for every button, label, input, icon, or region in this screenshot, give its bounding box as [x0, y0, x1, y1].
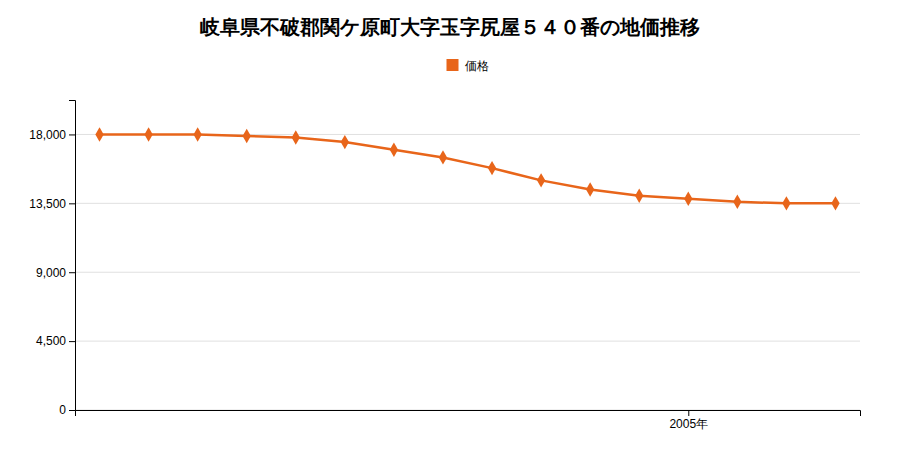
point: [586, 182, 594, 196]
y-tick-label: 13,500: [29, 197, 66, 211]
y-tick: 18,000: [29, 128, 75, 142]
point: [292, 130, 300, 144]
y-tick-mark: [69, 272, 75, 273]
legend-label: 価格: [465, 59, 489, 73]
point: [831, 196, 839, 210]
legend-swatch: [447, 59, 459, 71]
point: [684, 192, 692, 206]
point: [144, 127, 152, 141]
title: 岐阜県不破郡関ケ原町大字玉字尻屋５４０番の地価推移: [200, 15, 700, 39]
plot-area: 2005年 0 4,500 9,000 13,500 18,000: [29, 101, 860, 431]
y-tick-label: 9,000: [36, 266, 66, 280]
y-tick: 9,000: [36, 266, 75, 280]
legend-item: 価格: [447, 59, 489, 73]
y-tick: 4,500: [36, 334, 75, 348]
grid-line: [75, 341, 860, 342]
chart: 2005年 0 4,500 9,000 13,500 18,000 岐阜県不破郡関ケ原町大字…: [0, 0, 900, 450]
point: [733, 195, 741, 209]
y-axis-line: [69, 101, 76, 411]
point: [390, 143, 398, 157]
point: [95, 127, 103, 141]
y-tick-label: 4,500: [36, 334, 66, 348]
y-tick-mark: [69, 134, 75, 135]
grid: [75, 134, 860, 410]
y-tick: 13,500: [29, 197, 75, 211]
y-tick-label: 18,000: [29, 128, 66, 142]
point: [537, 173, 545, 187]
grid-line: [75, 272, 860, 273]
point: [439, 150, 447, 164]
point: [488, 161, 496, 175]
y-tick: 0: [59, 403, 75, 417]
y-tick-mark: [69, 203, 75, 204]
x-axis: 2005年: [76, 410, 861, 431]
line: [100, 134, 836, 203]
x-tick-mark: [688, 410, 689, 416]
y-axis: 0 4,500 9,000 13,500 18,000: [29, 101, 75, 418]
legend: 価格: [447, 59, 489, 73]
point: [341, 135, 349, 149]
y-tick-label: 0: [59, 403, 66, 417]
y-tick-mark: [69, 341, 75, 342]
markers: [95, 127, 839, 210]
point: [243, 129, 251, 143]
x-axis-line: [76, 411, 861, 417]
point: [782, 196, 790, 210]
y-tick-mark: [69, 410, 75, 411]
point: [635, 188, 643, 202]
marks: [95, 127, 839, 210]
point: [193, 127, 201, 141]
x-tick-label: 2005年: [669, 417, 708, 431]
x-tick: 2005年: [669, 410, 708, 431]
